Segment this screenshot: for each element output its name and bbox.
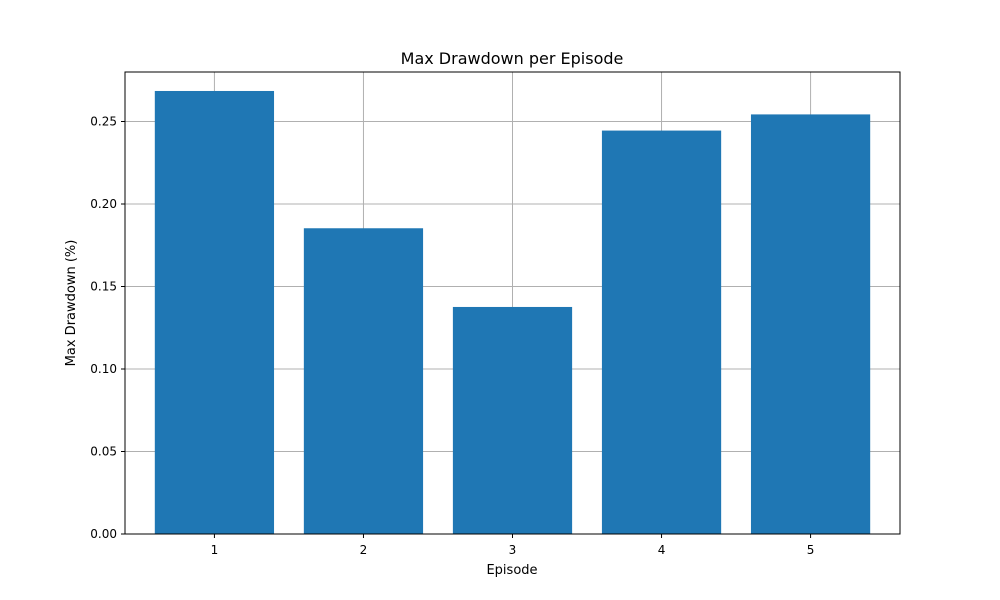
x-tick-label: 3 bbox=[509, 543, 517, 557]
bar-episode-5 bbox=[750, 114, 871, 534]
y-tick-label: 0.20 bbox=[90, 197, 117, 211]
bar-episode-2 bbox=[303, 228, 424, 534]
x-tick-label: 4 bbox=[658, 543, 666, 557]
y-tick-label: 0.00 bbox=[90, 527, 117, 541]
bars bbox=[154, 90, 871, 534]
chart-title: Max Drawdown per Episode bbox=[401, 49, 624, 68]
x-tick-label: 5 bbox=[807, 543, 815, 557]
y-tick-label: 0.25 bbox=[90, 115, 117, 129]
x-tick-label: 1 bbox=[211, 543, 219, 557]
y-axis-ticks: 0.00 0.05 0.10 0.15 0.20 0.25 bbox=[90, 115, 125, 541]
bar-episode-3 bbox=[452, 306, 573, 534]
bar-episode-1 bbox=[154, 90, 275, 534]
y-tick-label: 0.10 bbox=[90, 362, 117, 376]
y-tick-label: 0.15 bbox=[90, 280, 117, 294]
y-axis-label: Max Drawdown (%) bbox=[64, 240, 79, 367]
x-axis-label: Episode bbox=[486, 563, 537, 578]
x-axis-ticks: 1 2 3 4 5 bbox=[211, 534, 815, 557]
bar-episode-4 bbox=[601, 130, 722, 534]
y-tick-label: 0.05 bbox=[90, 445, 117, 459]
x-tick-label: 2 bbox=[360, 543, 368, 557]
